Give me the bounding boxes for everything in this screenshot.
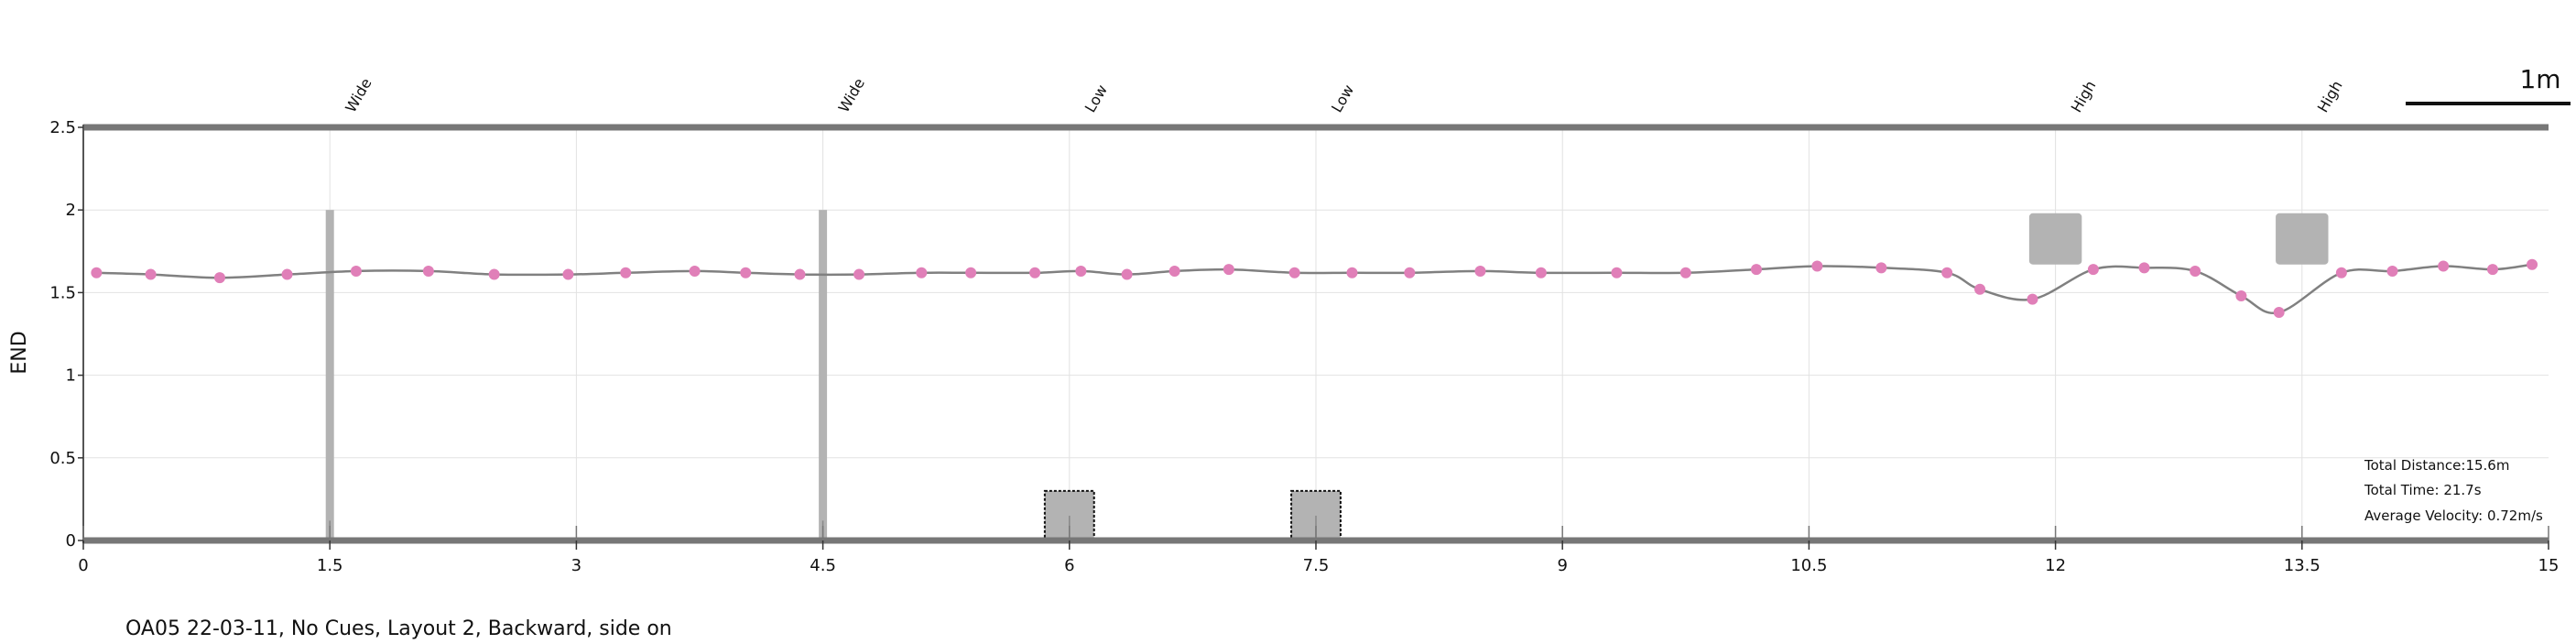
data-point <box>1941 267 1953 278</box>
data-point <box>213 272 225 284</box>
data-point <box>965 267 977 278</box>
data-point <box>422 265 434 277</box>
data-point <box>740 267 752 278</box>
data-point <box>2438 260 2450 272</box>
total-time: Total Time: 21.7s <box>2364 482 2482 498</box>
data-point <box>1075 265 1087 277</box>
x-axis-ticks: 0 1.5 3 4.5 6 7.5 9 10.5 12 13.5 15 <box>78 526 2559 575</box>
data-point <box>1474 265 1486 277</box>
data-point <box>1974 283 1986 295</box>
obstacle-label: Wide <box>835 75 868 115</box>
x-tick-label: 7.5 <box>1303 556 1330 575</box>
data-point <box>1288 267 1300 278</box>
data-point <box>2527 258 2538 270</box>
data-point <box>2087 264 2099 276</box>
y-tick-label: 0 <box>66 531 76 551</box>
data-point <box>853 268 865 280</box>
x-tick-label: 15 <box>2538 556 2560 575</box>
y-tick-label: 2.5 <box>49 118 76 137</box>
obstacles: Wide Wide Low Low High High <box>325 75 2346 542</box>
y-axis-ticks: 0 0.5 1 1.5 2 2.5 <box>49 118 83 551</box>
x-tick-label: 0 <box>78 556 88 575</box>
data-point <box>281 268 293 280</box>
data-point <box>2235 290 2247 302</box>
caption: OA05 22-03-11, No Cues, Layout 2, Backwa… <box>125 617 672 640</box>
x-tick-label: 13.5 <box>2284 556 2321 575</box>
obstacle-label: Low <box>1081 82 1111 115</box>
x-tick-label: 12 <box>2045 556 2066 575</box>
data-point <box>794 268 806 280</box>
obstacle-label: Wide <box>342 75 375 115</box>
obstacle-label: High <box>2068 78 2100 115</box>
data-point <box>488 268 500 280</box>
grid-lines <box>83 127 2549 540</box>
data-point <box>2335 267 2347 278</box>
x-tick-label: 6 <box>1064 556 1074 575</box>
data-point <box>916 267 928 278</box>
data-point <box>350 265 362 277</box>
data-point <box>145 268 157 280</box>
y-tick-label: 1 <box>66 366 76 386</box>
data-point <box>1875 262 1887 274</box>
x-tick-label: 4.5 <box>810 556 836 575</box>
y-tick-label: 2 <box>66 201 76 220</box>
data-point <box>620 267 632 278</box>
series-layer <box>96 263 2533 315</box>
data-point <box>1346 267 1358 278</box>
stats-box: Total Distance:15.6m Total Time: 21.7s A… <box>2364 457 2543 524</box>
data-point <box>2486 264 2498 276</box>
total-distance: Total Distance:15.6m <box>2364 457 2509 474</box>
data-point <box>562 268 574 280</box>
data-point <box>1750 264 1762 276</box>
data-point <box>1535 267 1547 278</box>
data-point <box>2386 265 2398 277</box>
data-point <box>1121 268 1133 280</box>
wide-obstacle-post <box>325 210 334 540</box>
data-point <box>2138 262 2150 274</box>
x-tick-label: 1.5 <box>317 556 343 575</box>
x-tick-label: 9 <box>1557 556 1567 575</box>
data-point <box>1029 267 1041 278</box>
scale-bar-label: 1m <box>2519 64 2560 94</box>
trajectory-line <box>96 263 2533 315</box>
data-point <box>2190 265 2201 277</box>
data-point <box>1168 265 1180 277</box>
data-point <box>2027 293 2038 305</box>
y-tick-label: 1.5 <box>49 283 76 302</box>
scale-bar: 1m <box>2406 64 2571 105</box>
data-point <box>91 267 103 278</box>
x-tick-label: 10.5 <box>1790 556 1827 575</box>
high-obstacle-box <box>2276 213 2329 265</box>
obstacle-label: Low <box>1328 82 1357 115</box>
data-point <box>2273 307 2285 319</box>
average-velocity: Average Velocity: 0.72m/s <box>2364 508 2543 524</box>
data-markers <box>91 258 2538 319</box>
data-point <box>689 265 701 277</box>
wide-obstacle-post <box>819 210 828 540</box>
data-point <box>1223 264 1234 276</box>
data-point <box>1611 267 1623 278</box>
x-tick-label: 3 <box>571 556 582 575</box>
data-point <box>1811 260 1823 272</box>
obstacle-label: High <box>2314 78 2346 115</box>
y-axis-label: END <box>8 331 31 374</box>
data-point <box>1679 267 1691 278</box>
y-tick-label: 0.5 <box>49 449 76 468</box>
data-point <box>1404 267 1416 278</box>
high-obstacle-box <box>2028 213 2082 265</box>
